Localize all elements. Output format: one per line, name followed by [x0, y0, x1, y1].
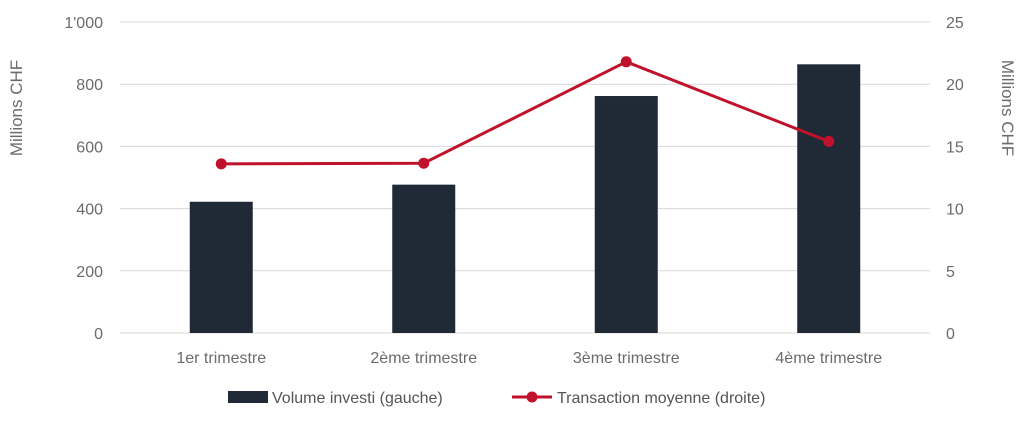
line-point: [620, 56, 632, 68]
right-tick-label: 25: [946, 15, 964, 32]
legend-bar-swatch: [228, 391, 268, 403]
left-tick-label: 1'000: [64, 15, 103, 32]
legend-line-label: Transaction moyenne (droite): [557, 390, 765, 407]
line-point: [823, 135, 835, 147]
bar: [392, 184, 456, 333]
right-tick-label: 5: [946, 264, 955, 281]
left-tick-label: 600: [76, 139, 103, 156]
right-tick-label: 10: [946, 202, 964, 219]
bar-series: [189, 64, 861, 334]
right-tick-label: 20: [946, 77, 964, 94]
right-tick-label: 15: [946, 139, 964, 156]
x-tick-label: 1er trimestre: [176, 350, 266, 367]
bar: [594, 96, 658, 333]
left-tick-label: 200: [76, 264, 103, 281]
legend-bar-label: Volume investi (gauche): [272, 390, 443, 407]
bar: [797, 64, 861, 334]
right-axis-ticks: 0 5 10 15 20 25: [946, 15, 964, 343]
line-point: [215, 158, 227, 170]
legend: Volume investi (gauche) Transaction moye…: [228, 390, 765, 407]
x-axis-ticks: 1er trimestre 2ème trimestre 3ème trimestr…: [176, 350, 882, 367]
legend-line-marker: [526, 391, 538, 403]
series-line: [221, 60, 830, 166]
x-tick-label: 2ème trimestre: [370, 350, 477, 367]
right-tick-label: 0: [946, 326, 955, 343]
left-tick-label: 400: [76, 202, 103, 219]
bar: [189, 201, 253, 333]
left-tick-label: 800: [76, 77, 103, 94]
gridlines: [120, 21, 930, 334]
line-series: [215, 56, 835, 170]
right-axis-title: Millions CHF: [998, 60, 1017, 156]
left-axis-title: Millions CHF: [7, 60, 26, 156]
left-axis-ticks: 0 200 400 600 800 1'000: [64, 15, 103, 343]
left-tick-label: 0: [94, 326, 103, 343]
line-point: [418, 157, 430, 169]
x-tick-label: 4ème trimestre: [775, 350, 882, 367]
x-tick-label: 3ème trimestre: [573, 350, 680, 367]
